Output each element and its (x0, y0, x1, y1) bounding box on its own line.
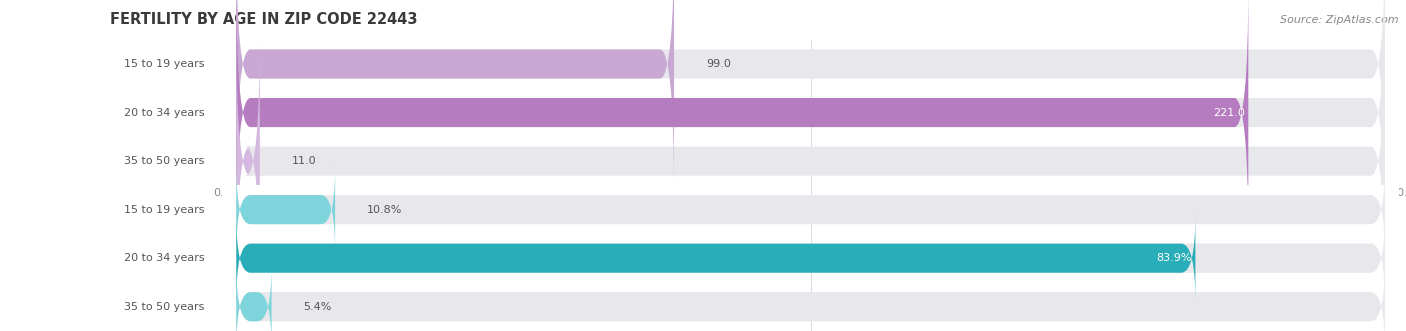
FancyBboxPatch shape (236, 214, 1385, 302)
FancyBboxPatch shape (236, 0, 1249, 244)
Text: 20 to 34 years: 20 to 34 years (124, 253, 204, 263)
Text: 35 to 50 years: 35 to 50 years (124, 302, 204, 312)
FancyBboxPatch shape (236, 263, 271, 331)
Text: FERTILITY BY AGE IN ZIP CODE 22443: FERTILITY BY AGE IN ZIP CODE 22443 (110, 12, 418, 27)
FancyBboxPatch shape (236, 166, 335, 253)
Text: 15 to 19 years: 15 to 19 years (124, 205, 204, 214)
Text: 35 to 50 years: 35 to 50 years (124, 156, 204, 166)
Text: 20 to 34 years: 20 to 34 years (124, 108, 204, 118)
Text: 99.0: 99.0 (706, 59, 731, 69)
Text: 5.4%: 5.4% (304, 302, 332, 312)
Text: Source: ZipAtlas.com: Source: ZipAtlas.com (1281, 15, 1399, 25)
Text: 10.8%: 10.8% (367, 205, 402, 214)
FancyBboxPatch shape (236, 30, 1385, 292)
Text: 221.0: 221.0 (1213, 108, 1244, 118)
Text: 83.9%: 83.9% (1156, 253, 1192, 263)
Text: 11.0: 11.0 (291, 156, 316, 166)
Text: 15 to 19 years: 15 to 19 years (124, 59, 204, 69)
FancyBboxPatch shape (236, 0, 1385, 244)
FancyBboxPatch shape (236, 263, 1385, 331)
FancyBboxPatch shape (236, 0, 673, 195)
FancyBboxPatch shape (236, 0, 1385, 195)
FancyBboxPatch shape (236, 166, 1385, 253)
FancyBboxPatch shape (236, 30, 260, 292)
FancyBboxPatch shape (236, 214, 1195, 302)
